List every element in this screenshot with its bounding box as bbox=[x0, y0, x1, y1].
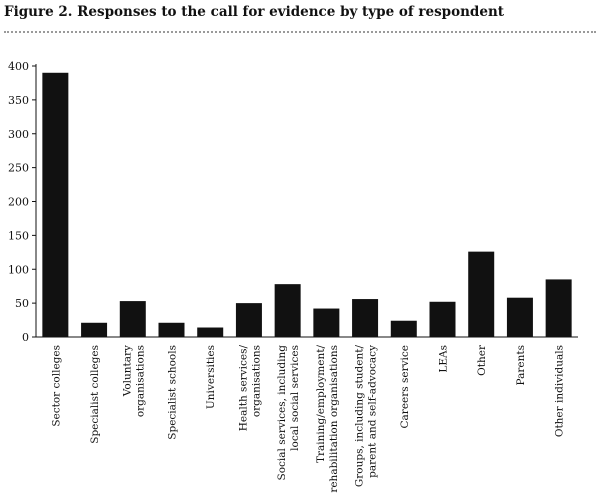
category-label-line: Groups, including student/ bbox=[354, 345, 366, 488]
bar bbox=[274, 284, 301, 337]
category-label-line: Universities bbox=[205, 345, 217, 409]
category-label-line: LEAs bbox=[438, 345, 450, 373]
category-label-line: Careers service bbox=[399, 345, 411, 429]
chart-axes bbox=[35, 64, 578, 338]
y-tick-label: 200 bbox=[8, 196, 29, 209]
y-tick-label: 300 bbox=[8, 128, 29, 141]
category-label-line: Voluntary bbox=[121, 345, 133, 397]
y-tick-label: 150 bbox=[8, 229, 29, 242]
bar bbox=[429, 301, 456, 337]
dotted-divider bbox=[4, 31, 596, 33]
category-labels: Sector colleges Specialist colleges Volunt… bbox=[50, 344, 565, 493]
category-label-line: Training/employment/ bbox=[315, 345, 327, 463]
y-tick-label: 0 bbox=[22, 331, 29, 344]
chart-bars bbox=[42, 72, 572, 338]
bar bbox=[390, 320, 417, 337]
category-label: Specialist schools bbox=[167, 345, 179, 440]
y-tick-label: 400 bbox=[8, 60, 29, 73]
y-tick-label: 350 bbox=[8, 94, 29, 107]
category-label: Careers service bbox=[399, 345, 411, 429]
category-label-line: organisations bbox=[250, 345, 262, 417]
category-label: Voluntary organisations bbox=[121, 345, 146, 417]
category-label: Other bbox=[476, 344, 488, 376]
bar bbox=[81, 322, 108, 337]
category-label-line: Parents bbox=[515, 345, 527, 385]
category-label-line: local social services bbox=[289, 345, 301, 451]
category-label-line: rehabilitation organisations bbox=[328, 345, 340, 493]
bar bbox=[352, 299, 379, 337]
category-label: LEAs bbox=[438, 345, 450, 373]
category-label: Training/employment/rehabilitation organ… bbox=[315, 345, 340, 493]
category-label: Health services/organisations bbox=[237, 345, 262, 432]
bar bbox=[42, 72, 69, 338]
category-label: Social services, including local social s… bbox=[276, 345, 301, 481]
bar bbox=[197, 327, 224, 337]
category-label: Universities bbox=[205, 345, 217, 409]
category-label-line: organisations bbox=[134, 345, 146, 417]
category-label-line: parent and self-advocacy bbox=[367, 345, 379, 478]
bar bbox=[235, 303, 262, 337]
category-label-line: Specialist schools bbox=[167, 345, 179, 440]
y-tick-label: 250 bbox=[8, 162, 29, 175]
category-label-line: Social services, including bbox=[276, 345, 288, 481]
category-label-line: Sector colleges bbox=[50, 345, 62, 427]
category-label-line: Other bbox=[476, 344, 488, 376]
figure-title: Figure 2. Responses to the call for evid… bbox=[4, 4, 505, 20]
category-label-line: Specialist colleges bbox=[89, 345, 101, 444]
category-label: Sector colleges bbox=[50, 345, 62, 427]
y-axis-ticks: 0 50 100 150 200 250 300 350 400 bbox=[8, 60, 36, 344]
bar bbox=[313, 308, 340, 337]
bar bbox=[506, 297, 533, 337]
category-label-line: Health services/ bbox=[237, 345, 249, 432]
bar bbox=[158, 322, 185, 337]
y-tick-label: 50 bbox=[15, 297, 29, 310]
category-label: Other individuals bbox=[554, 345, 566, 437]
bar bbox=[545, 279, 572, 337]
category-label-line: Other individuals bbox=[554, 345, 566, 437]
category-label: Specialist colleges bbox=[89, 345, 101, 444]
y-tick-label: 100 bbox=[8, 263, 29, 276]
category-label: Groups, including student/parent and sel… bbox=[354, 345, 379, 488]
bar bbox=[119, 301, 146, 337]
category-label: Parents bbox=[515, 345, 527, 385]
bar bbox=[468, 251, 495, 337]
